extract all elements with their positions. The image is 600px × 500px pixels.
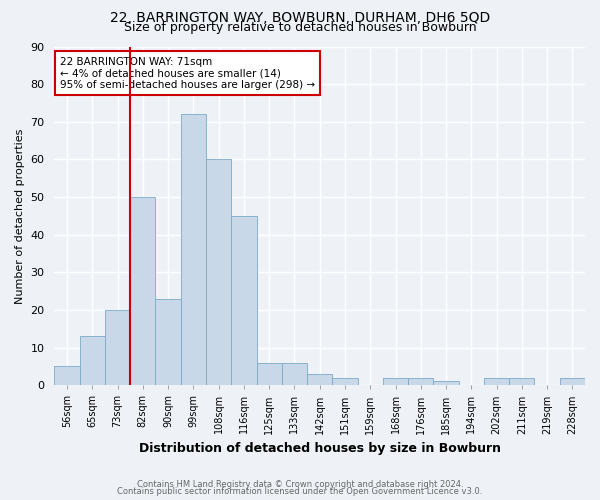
Text: Size of property relative to detached houses in Bowburn: Size of property relative to detached ho… [124,21,476,34]
Bar [206,160,231,386]
Bar [408,378,433,386]
Bar [105,310,130,386]
Bar [433,382,458,386]
Bar [80,336,105,386]
Y-axis label: Number of detached properties: Number of detached properties [15,128,25,304]
X-axis label: Distribution of detached houses by size in Bowburn: Distribution of detached houses by size … [139,442,501,455]
Bar [332,378,358,386]
Bar [560,378,585,386]
Bar [282,362,307,386]
Bar [484,378,509,386]
Bar [231,216,257,386]
Bar [383,378,408,386]
Text: 22 BARRINGTON WAY: 71sqm
← 4% of detached houses are smaller (14)
95% of semi-de: 22 BARRINGTON WAY: 71sqm ← 4% of detache… [60,56,315,90]
Bar [55,366,80,386]
Bar [257,362,282,386]
Bar [509,378,535,386]
Text: 22, BARRINGTON WAY, BOWBURN, DURHAM, DH6 5QD: 22, BARRINGTON WAY, BOWBURN, DURHAM, DH6… [110,11,490,25]
Text: Contains public sector information licensed under the Open Government Licence v3: Contains public sector information licen… [118,487,482,496]
Bar [155,298,181,386]
Bar [307,374,332,386]
Bar [181,114,206,386]
Bar [130,197,155,386]
Text: Contains HM Land Registry data © Crown copyright and database right 2024.: Contains HM Land Registry data © Crown c… [137,480,463,489]
